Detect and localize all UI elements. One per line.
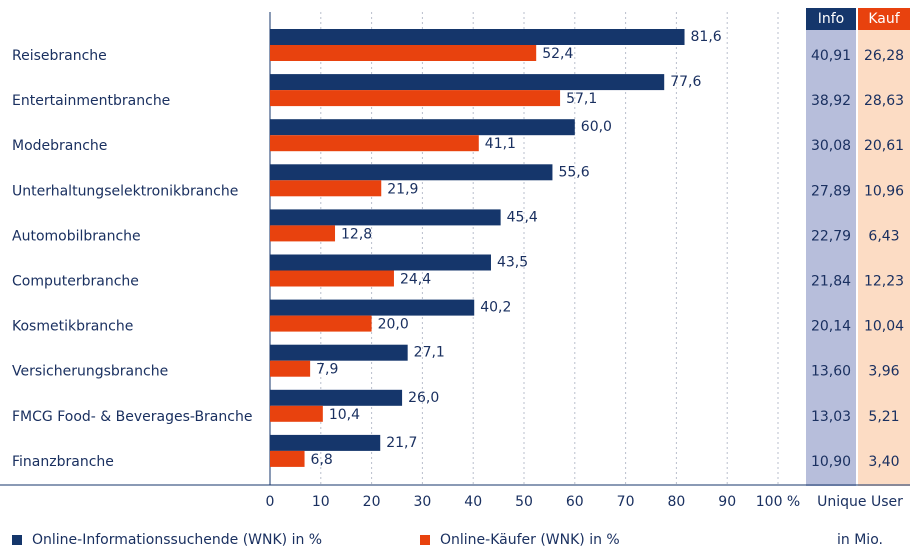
value-label: 52,4 — [542, 46, 573, 62]
table-cell: 26,28 — [864, 48, 904, 64]
table-cell: 40,91 — [811, 48, 851, 64]
category-label: Unterhaltungselektronikbranche — [12, 183, 238, 199]
bar — [270, 90, 561, 107]
value-label: 20,0 — [378, 317, 409, 333]
legend-swatch — [420, 535, 430, 545]
bar — [270, 119, 575, 136]
category-label: Versicherungsbranche — [12, 364, 168, 380]
category-label: Finanzbranche — [12, 454, 114, 470]
table-cell: 28,63 — [864, 93, 904, 109]
bar — [270, 180, 382, 197]
table-cell: 3,96 — [868, 364, 899, 380]
info-column — [806, 8, 856, 486]
bar — [270, 209, 501, 226]
bar — [270, 389, 403, 406]
value-label: 27,1 — [414, 345, 445, 361]
table-footer: Unique User — [817, 494, 903, 510]
table-cell: 10,90 — [811, 454, 851, 470]
table-cell: 13,03 — [811, 409, 851, 425]
value-label: 12,8 — [341, 226, 372, 242]
bar — [270, 135, 479, 152]
value-label: 40,2 — [480, 300, 511, 316]
bar — [270, 254, 491, 271]
kauf-column — [858, 8, 910, 486]
value-label: 10,4 — [329, 407, 360, 423]
kauf-header-bg — [858, 8, 910, 30]
table-cell: 12,23 — [864, 274, 904, 290]
x-tick-label: 100 % — [756, 494, 800, 510]
bar — [270, 344, 408, 361]
bar — [270, 270, 394, 287]
value-label: 57,1 — [566, 91, 597, 107]
category-label: FMCG Food- & Beverages-Branche — [12, 409, 252, 425]
value-label: 43,5 — [497, 255, 528, 271]
info-header: Info — [818, 11, 845, 27]
value-label: 7,9 — [316, 362, 338, 378]
bar — [270, 45, 537, 61]
x-tick-label: 50 — [515, 494, 533, 510]
table-cell: 38,92 — [811, 93, 851, 109]
legend-swatch — [12, 535, 22, 545]
value-label: 26,0 — [408, 390, 439, 406]
x-tick-label: 0 — [266, 494, 275, 510]
table-cell: 10,04 — [864, 319, 904, 335]
category-label: Automobilbranche — [12, 228, 141, 244]
table-cell: 6,43 — [868, 228, 899, 244]
bar — [270, 360, 311, 377]
table-cell: 3,40 — [868, 454, 899, 470]
value-label: 55,6 — [558, 164, 589, 180]
x-tick-label: 70 — [617, 494, 635, 510]
table-cell: 22,79 — [811, 228, 851, 244]
table-cell: 20,61 — [864, 138, 904, 154]
legend-label: Online-Informationssuchende (WNK) in % — [32, 532, 322, 548]
bar — [270, 434, 381, 451]
x-tick-label: 80 — [667, 494, 685, 510]
bar — [270, 450, 305, 467]
table-cell: 20,14 — [811, 319, 851, 335]
bar — [270, 315, 372, 332]
table-cell: 21,84 — [811, 274, 851, 290]
table-cell: 10,96 — [864, 183, 904, 199]
category-label: Reisebranche — [12, 48, 107, 64]
bar — [270, 29, 685, 45]
x-tick-label: 20 — [363, 494, 381, 510]
bar — [270, 225, 336, 242]
value-label: 24,4 — [400, 272, 431, 288]
table-cell: 30,08 — [811, 138, 851, 154]
x-tick-label: 60 — [566, 494, 584, 510]
value-label: 60,0 — [581, 119, 612, 135]
value-label: 21,7 — [386, 435, 417, 451]
category-label: Computerbranche — [12, 274, 139, 290]
value-label: 21,9 — [387, 181, 418, 197]
table-footer: in Mio. — [837, 532, 883, 548]
table-cell: 27,89 — [811, 183, 851, 199]
table-cell: 5,21 — [868, 409, 899, 425]
x-tick-label: 40 — [464, 494, 482, 510]
table-cell: 13,60 — [811, 364, 851, 380]
value-label: 77,6 — [670, 74, 701, 90]
legend-label: Online-Käufer (WNK) in % — [440, 532, 620, 548]
value-label: 6,8 — [311, 452, 333, 468]
bar — [270, 74, 665, 91]
value-label: 41,1 — [485, 136, 516, 152]
kauf-header: Kauf — [868, 11, 900, 27]
info-header-bg — [806, 8, 856, 30]
x-tick-label: 90 — [718, 494, 736, 510]
bar — [270, 299, 475, 316]
value-label: 81,6 — [691, 29, 722, 45]
bar — [270, 164, 553, 181]
category-label: Modebranche — [12, 138, 107, 154]
value-label: 45,4 — [507, 209, 538, 225]
category-label: Kosmetikbranche — [12, 319, 133, 335]
x-tick-label: 10 — [312, 494, 330, 510]
x-tick-label: 30 — [413, 494, 431, 510]
bar — [270, 405, 323, 422]
category-label: Entertainmentbranche — [12, 93, 170, 109]
